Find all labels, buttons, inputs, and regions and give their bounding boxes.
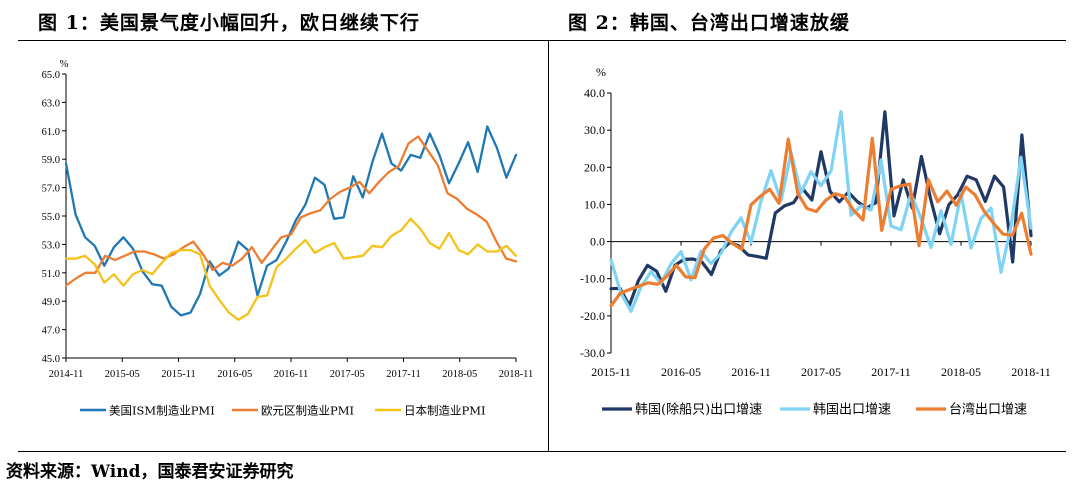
c1-legend-label-1: 美国ISM制造业PMI <box>109 404 215 418</box>
c1-y-tick-label: 47.0 <box>42 326 60 337</box>
panel-divider <box>548 40 549 451</box>
c1-y-tick-label: 57.0 <box>42 184 60 195</box>
c2-series-line-1 <box>609 110 1033 308</box>
c2-x-tick-label: 2016-05 <box>661 365 701 379</box>
c2-y-tick-label: 30.0 <box>584 123 605 137</box>
c1-y-tick-label: 45.0 <box>42 354 60 365</box>
chart-1-pmi: 45.0 47.0 49.0 51.0 53.0 55.0 57.0 59.0 61.0 63.0… <box>42 59 534 418</box>
c1-series-line-2 <box>64 135 518 287</box>
c1-y-tick-label: 53.0 <box>42 240 60 251</box>
chart-2-title: 图 2：韩国、台湾出口增速放缓 <box>568 12 850 34</box>
c2-x-tick-label: 2016-11 <box>731 365 771 379</box>
c2-y-tick-label: -20.0 <box>580 309 605 323</box>
c1-x-tick-label: 2018-05 <box>442 369 477 380</box>
c2-x-tick-label: 2017-11 <box>871 365 911 379</box>
chart-2-exports: -30.0 -20.0 -10.0 0.0 10.0 20.0 30.0 40.0% 2015-… <box>580 65 1051 418</box>
c2-legend-label-3: 台湾出口增速 <box>949 402 1027 418</box>
c1-series-line-3 <box>64 217 518 321</box>
c1-y-tick-label: 63.0 <box>42 98 60 109</box>
c2-series-line-2 <box>609 109 1033 313</box>
top-rule <box>18 40 1066 41</box>
c1-series-line-1 <box>64 125 518 317</box>
c1-y-unit-label: % <box>60 59 69 70</box>
c1-x-tick-label: 2017-05 <box>330 369 365 380</box>
c1-y-tick-label: 51.0 <box>42 269 60 280</box>
c1-x-tick-label: 2015-05 <box>105 369 140 380</box>
c2-x-tick-label: 2017-05 <box>801 365 841 379</box>
source-note: 资料来源：Wind，国泰君安证券研究 <box>6 462 294 482</box>
c2-y-tick-label: 20.0 <box>584 160 605 174</box>
bottom-rule <box>18 451 1066 452</box>
c2-legend-label-1: 韩国(除船只)出口增速 <box>635 403 762 418</box>
c2-y-tick-label: -30.0 <box>580 346 605 360</box>
c2-x-tick-label: 2018-05 <box>941 365 981 379</box>
c2-y-tick-label: 40.0 <box>584 86 605 100</box>
c1-y-tick-label: 65.0 <box>42 70 60 81</box>
c2-y-unit-label: % <box>596 65 606 79</box>
c2-x-tick-label: 2015-11 <box>591 365 631 379</box>
c2-y-tick-label: 0.0 <box>590 235 605 249</box>
c1-y-tick-label: 49.0 <box>42 297 60 308</box>
c2-y-tick-label: -10.0 <box>580 272 605 286</box>
c1-x-tick-label: 2016-11 <box>274 369 309 380</box>
c1-x-tick-label: 2016-05 <box>217 369 252 380</box>
c1-x-tick-label: 2017-11 <box>386 369 421 380</box>
chart-1-title: 图 1：美国景气度小幅回升，欧日继续下行 <box>38 12 420 34</box>
c1-y-tick-label: 55.0 <box>42 212 60 223</box>
c1-x-tick-label: 2014-11 <box>49 369 84 380</box>
c1-legend-label-2: 欧元区制造业PMI <box>261 404 354 418</box>
c2-y-tick-label: 10.0 <box>584 197 605 211</box>
c1-y-tick-label: 59.0 <box>42 155 60 166</box>
c1-y-tick-label: 61.0 <box>42 127 60 138</box>
c1-x-tick-label: 2015-11 <box>161 369 196 380</box>
c1-x-tick-label: 2018-11 <box>499 369 534 380</box>
c2-legend-label-2: 韩国出口增速 <box>813 403 891 418</box>
c2-series-line-3 <box>609 136 1033 308</box>
c2-x-tick-label: 2018-11 <box>1011 365 1051 379</box>
c1-legend-label-3: 日本制造业PMI <box>404 404 486 418</box>
